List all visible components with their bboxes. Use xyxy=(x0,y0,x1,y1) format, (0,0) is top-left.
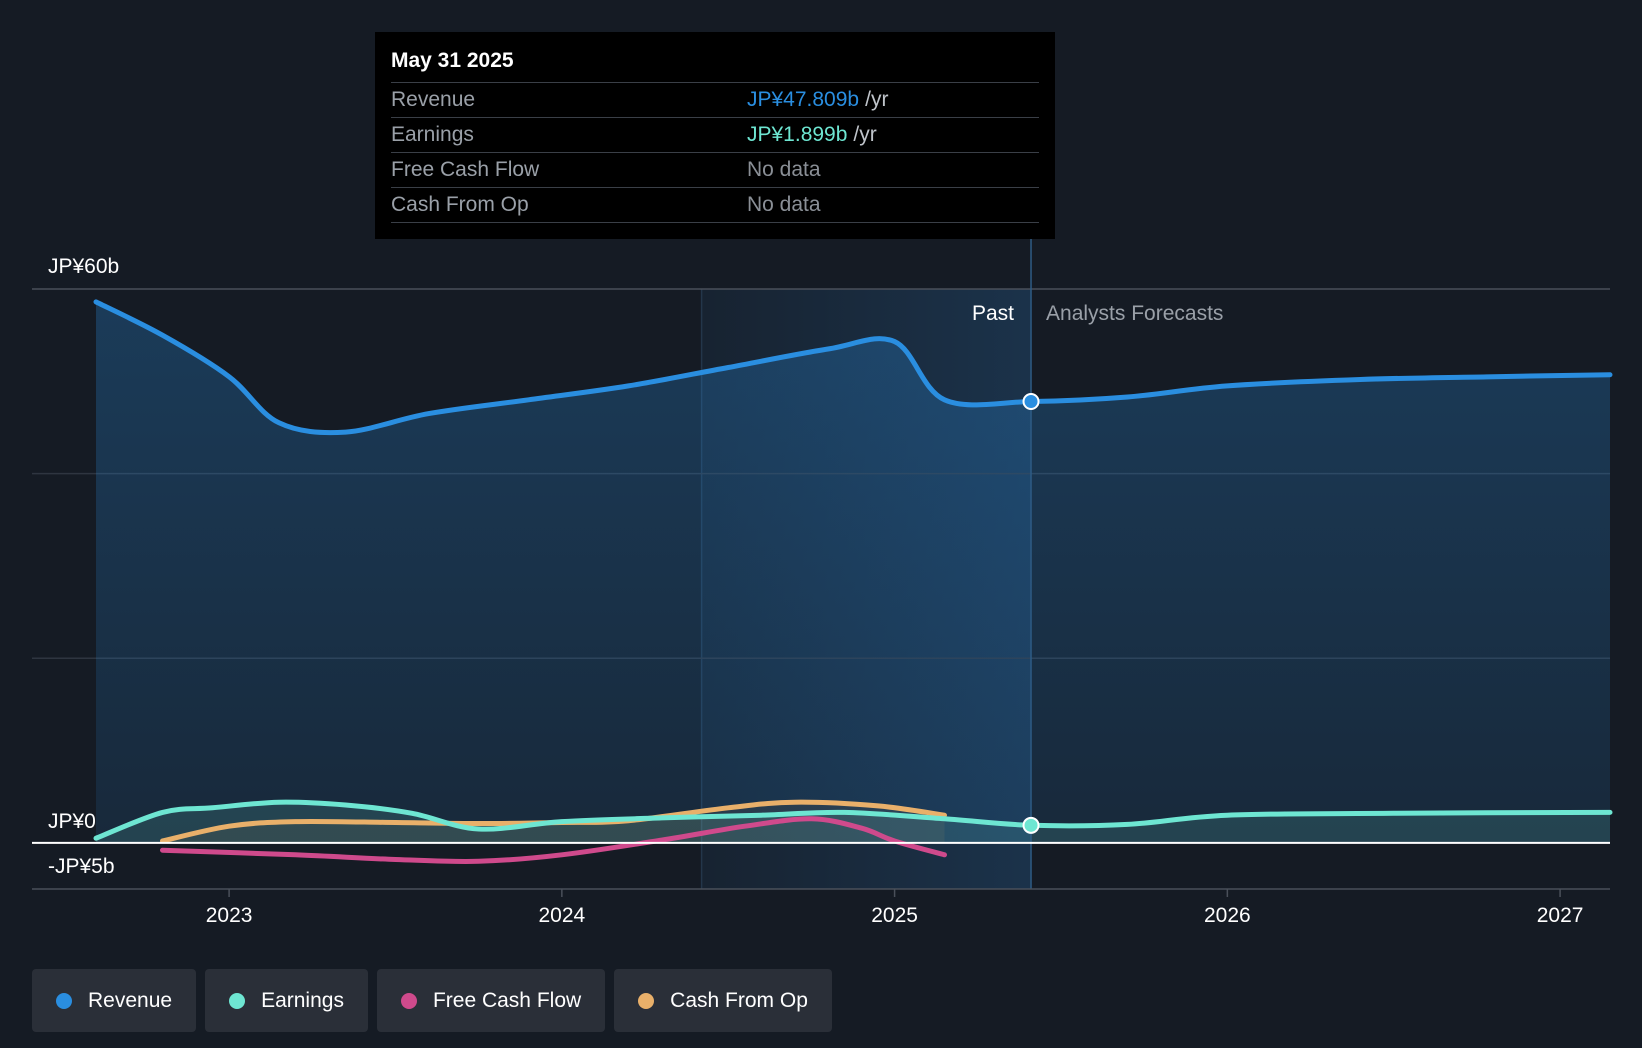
tooltip-label: Cash From Op xyxy=(391,193,529,216)
tooltip-label: Revenue xyxy=(391,88,476,111)
legend: Revenue Earnings Free Cash Flow Cash Fro… xyxy=(32,969,841,1032)
revenue-line xyxy=(93,299,1613,436)
x-tick-label: 2023 xyxy=(206,904,253,927)
tooltip: May 31 2025 Revenue JP¥47.809b /yr Earni… xyxy=(375,32,1055,239)
cash_from_op-area xyxy=(162,802,945,843)
earnings-area xyxy=(96,802,1610,843)
tooltip-value: JP¥1.899b xyxy=(747,123,848,146)
legend-label: Revenue xyxy=(88,988,173,1012)
past-label: Past xyxy=(972,302,1014,325)
y-tick-label: -JP¥5b xyxy=(48,855,115,878)
tooltip-label: Earnings xyxy=(391,123,474,146)
legend-label: Free Cash Flow xyxy=(432,988,582,1012)
earnings-line xyxy=(93,799,1613,841)
tooltip-row-cash-from-op: Cash From Op No data xyxy=(391,187,1039,223)
tooltip-unit: /yr xyxy=(853,123,877,146)
forecast-label: Analysts Forecasts xyxy=(1046,302,1223,325)
legend-item-earnings[interactable]: Earnings xyxy=(205,969,368,1032)
x-tick-label: 2025 xyxy=(871,904,918,927)
legend-dot-icon xyxy=(56,992,72,1009)
y-tick-label: JP¥60b xyxy=(48,255,119,278)
legend-item-cash-from-op[interactable]: Cash From Op xyxy=(614,969,832,1032)
legend-dot-icon xyxy=(638,992,655,1009)
x-tick-label: 2024 xyxy=(538,904,585,927)
tooltip-row-earnings: Earnings JP¥1.899b /yr xyxy=(391,117,1039,152)
tooltip-row-free-cash-flow: Free Cash Flow No data xyxy=(391,152,1039,187)
tooltip-row-revenue: Revenue JP¥47.809b /yr xyxy=(391,82,1039,117)
tooltip-date: May 31 2025 xyxy=(391,49,514,72)
revenue-area xyxy=(96,301,1610,843)
tooltip-label: Free Cash Flow xyxy=(391,158,540,181)
earnings-marker xyxy=(1022,816,1040,834)
tooltip-value: No data xyxy=(747,193,821,216)
legend-item-revenue[interactable]: Revenue xyxy=(32,969,197,1032)
legend-dot-icon xyxy=(400,992,417,1009)
legend-item-free-cash-flow[interactable]: Free Cash Flow xyxy=(376,969,606,1032)
revenue-marker xyxy=(1022,393,1040,411)
x-tick-label: 2027 xyxy=(1537,904,1584,927)
tooltip-value: JP¥47.809b xyxy=(747,88,860,111)
legend-label: Cash From Op xyxy=(670,988,808,1012)
free_cash_flow-line xyxy=(160,816,947,865)
tooltip-unit: /yr xyxy=(865,88,889,111)
x-tick-label: 2026 xyxy=(1204,904,1251,927)
tooltip-value: No data xyxy=(747,158,821,181)
legend-label: Earnings xyxy=(261,988,344,1012)
y-tick-label: JP¥0 xyxy=(48,810,96,833)
legend-dot-icon xyxy=(229,992,246,1009)
